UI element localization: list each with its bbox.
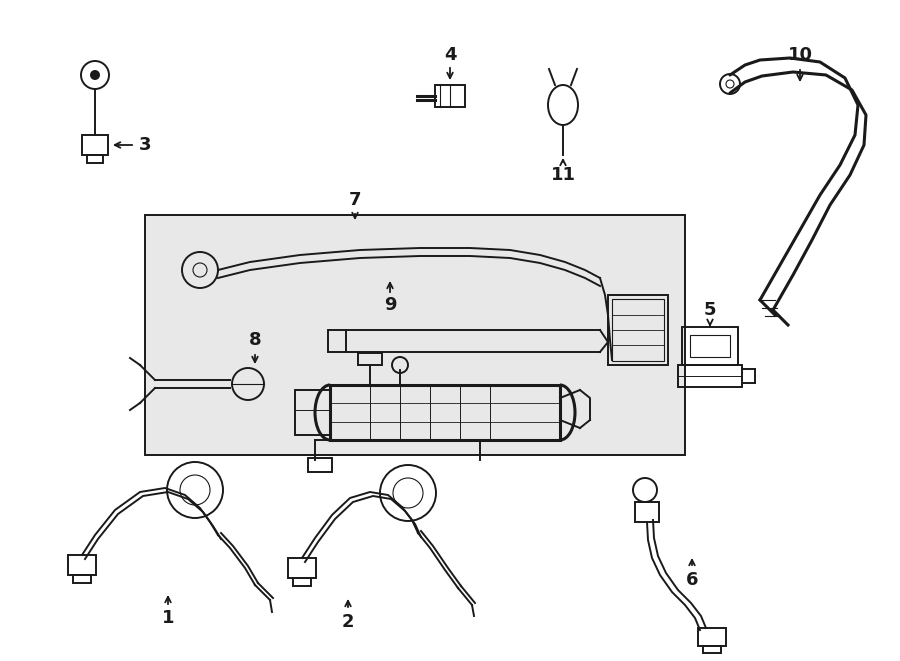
- Bar: [145, 215, 685, 455]
- Circle shape: [90, 70, 100, 80]
- Bar: [358, 353, 382, 365]
- Bar: [82, 135, 108, 155]
- Bar: [435, 85, 465, 107]
- Text: 7: 7: [349, 191, 361, 209]
- Bar: [288, 558, 316, 578]
- Text: 5: 5: [704, 301, 716, 319]
- Bar: [87, 155, 103, 163]
- Bar: [690, 335, 730, 357]
- Bar: [293, 578, 311, 586]
- Text: 3: 3: [139, 136, 151, 154]
- Text: 2: 2: [342, 613, 355, 631]
- Bar: [608, 295, 668, 365]
- Text: 9: 9: [383, 296, 396, 314]
- Bar: [308, 458, 332, 472]
- Bar: [295, 390, 331, 435]
- Bar: [68, 555, 96, 575]
- Bar: [703, 646, 721, 653]
- Text: 4: 4: [444, 46, 456, 64]
- Bar: [698, 628, 726, 646]
- Bar: [73, 575, 91, 583]
- Bar: [330, 385, 560, 440]
- Bar: [682, 327, 738, 365]
- Bar: [328, 330, 346, 352]
- Text: 6: 6: [686, 571, 698, 589]
- Bar: [612, 299, 664, 361]
- Text: 8: 8: [248, 331, 261, 349]
- Bar: [678, 365, 742, 387]
- Bar: [635, 502, 659, 522]
- Text: 1: 1: [162, 609, 175, 627]
- Text: 11: 11: [551, 166, 575, 184]
- Text: 10: 10: [788, 46, 813, 64]
